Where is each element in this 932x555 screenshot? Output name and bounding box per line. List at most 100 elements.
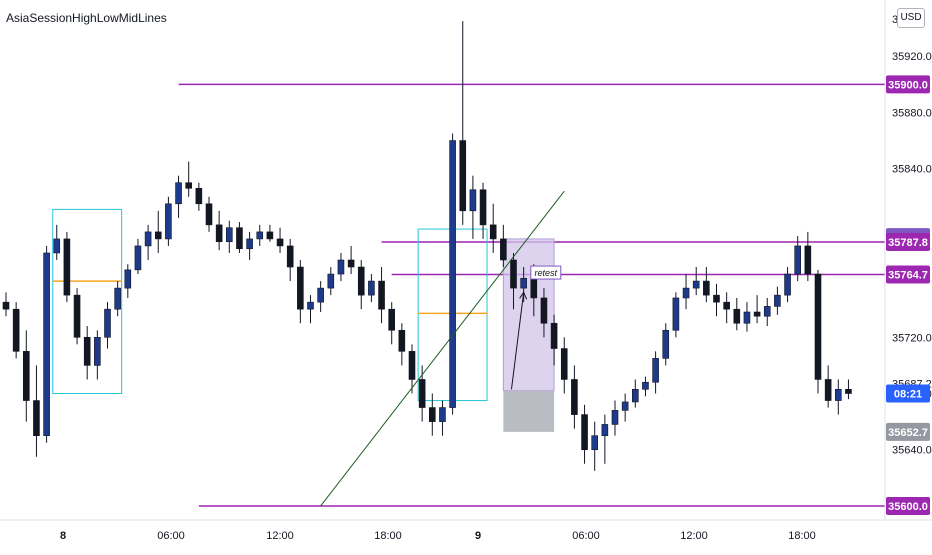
price-tag-label: 35652.7 xyxy=(888,427,928,439)
candle-body xyxy=(114,287,121,310)
candle-body xyxy=(692,280,700,289)
price-axis-label: 3 xyxy=(892,14,898,26)
annotation-text: retest xyxy=(535,268,558,278)
price-axis-label: 35920.0 xyxy=(892,51,932,63)
candle-body xyxy=(43,252,50,436)
candle-body xyxy=(83,336,91,366)
candle-body xyxy=(753,311,761,317)
candle-body xyxy=(703,280,710,296)
candle-body xyxy=(104,308,111,338)
price-axis-label: 35640.0 xyxy=(892,445,932,457)
candle-body xyxy=(672,297,680,331)
candle-body xyxy=(581,414,588,451)
candle-body xyxy=(378,280,385,310)
candle-body xyxy=(12,308,20,352)
candle-body xyxy=(540,297,548,324)
candle-body xyxy=(2,301,10,310)
candle-body xyxy=(256,231,264,240)
price-tag-label: 08:21 xyxy=(894,389,922,401)
candle-body xyxy=(337,259,345,275)
price-tag-label: 35600.0 xyxy=(888,501,928,513)
candle-body xyxy=(154,231,162,240)
candle-body xyxy=(195,188,203,205)
candle-body xyxy=(185,182,192,189)
price-tag xyxy=(886,233,930,252)
candle-body xyxy=(297,266,304,310)
candle-body xyxy=(94,336,101,366)
candle-body xyxy=(774,294,781,307)
candle-body xyxy=(388,308,396,331)
candle-body xyxy=(175,182,182,205)
candle-body xyxy=(215,224,223,243)
candle-body xyxy=(307,301,314,310)
candle-body xyxy=(591,435,599,451)
currency-badge[interactable]: USD xyxy=(897,8,925,28)
candle-body xyxy=(449,140,456,408)
candle-body xyxy=(560,348,568,380)
candle-body xyxy=(469,189,477,212)
candle-body xyxy=(652,358,659,383)
candle-body xyxy=(408,351,416,380)
candle-body xyxy=(510,259,517,289)
annotation-box[interactable] xyxy=(530,265,562,280)
candle-body xyxy=(459,140,467,212)
time-axis-label: 06:00 xyxy=(572,530,600,542)
candle-body xyxy=(236,227,243,250)
time-axis-label: 06:00 xyxy=(157,530,185,542)
price-tag xyxy=(886,75,930,94)
candle-body xyxy=(357,266,365,296)
candle-body xyxy=(398,329,406,352)
candle-body xyxy=(642,381,649,390)
candle-body xyxy=(611,410,619,425)
candle-body xyxy=(479,189,487,226)
price-tag xyxy=(886,265,930,284)
candle-body xyxy=(134,245,142,271)
candle-body xyxy=(22,351,30,401)
candle-body xyxy=(571,379,578,415)
arrow-line[interactable] xyxy=(510,292,525,390)
candle-body xyxy=(520,277,527,289)
trendline[interactable] xyxy=(320,190,565,507)
candle-body xyxy=(144,231,152,247)
candle-body xyxy=(733,308,741,324)
candle-body xyxy=(439,407,446,422)
candle-body xyxy=(165,203,172,240)
candle-body xyxy=(804,245,812,275)
price-tag-label: 35787.8 xyxy=(888,237,928,249)
candle-body xyxy=(763,306,771,317)
indicator-title: AsiaSessionHighLowMidLines xyxy=(6,11,167,25)
candle-body xyxy=(743,311,751,324)
session-box[interactable] xyxy=(52,208,123,395)
time-axis-label: 9 xyxy=(475,530,481,542)
candle-body xyxy=(631,388,639,403)
candle-body xyxy=(723,301,730,310)
candle-body xyxy=(33,400,40,436)
candle-body xyxy=(428,407,436,422)
candle-body xyxy=(824,379,832,401)
candle-body xyxy=(63,238,71,296)
candle-body xyxy=(814,273,822,380)
price-tag xyxy=(886,496,930,515)
price-axis-label: 35880.0 xyxy=(892,107,932,119)
candle-body xyxy=(530,277,538,299)
candle-body xyxy=(794,245,802,275)
candle-body xyxy=(266,231,274,240)
candle-body xyxy=(662,329,670,359)
candle-body xyxy=(418,379,426,408)
time-axis-label: 18:00 xyxy=(788,530,816,542)
candle-body xyxy=(621,401,629,411)
price-tag xyxy=(886,422,930,441)
candle-body xyxy=(713,294,720,303)
price-axis-label: 35840.0 xyxy=(892,164,932,176)
time-axis-label: 18:00 xyxy=(374,530,402,542)
price-tag xyxy=(886,384,930,403)
candle-body xyxy=(834,388,842,401)
candle-body xyxy=(286,245,294,268)
time-axis-label: 12:00 xyxy=(266,530,294,542)
position-stop-zone[interactable] xyxy=(503,390,555,432)
price-axis-label: 35720.0 xyxy=(892,332,932,344)
candle-body xyxy=(327,273,335,289)
price-tag-label: 35900.0 xyxy=(888,79,928,91)
